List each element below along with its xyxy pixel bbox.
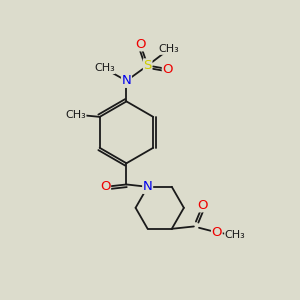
Text: CH₃: CH₃ (65, 110, 86, 119)
Text: O: O (197, 199, 208, 212)
Text: O: O (212, 226, 222, 239)
Text: O: O (100, 180, 110, 193)
Text: CH₃: CH₃ (225, 230, 245, 240)
Text: S: S (143, 59, 152, 72)
Text: N: N (122, 74, 131, 87)
Text: O: O (162, 62, 173, 76)
Text: O: O (135, 38, 146, 51)
Text: CH₃: CH₃ (94, 63, 115, 74)
Text: N: N (143, 180, 152, 193)
Text: CH₃: CH₃ (158, 44, 179, 54)
